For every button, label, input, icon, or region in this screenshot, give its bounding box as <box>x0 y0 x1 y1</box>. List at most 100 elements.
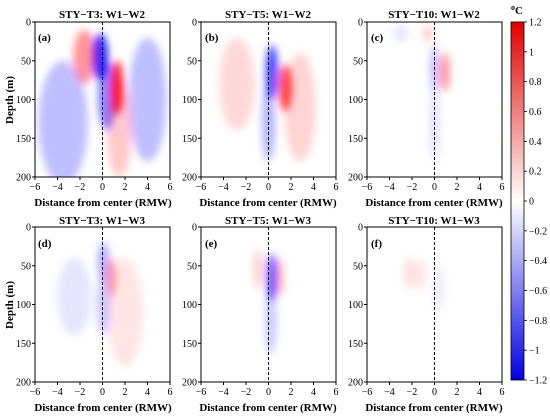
colorbar-tick-label-10: −0.8 <box>529 316 547 327</box>
anomaly-e-1 <box>275 258 285 297</box>
anomaly-c-4 <box>394 25 408 42</box>
xlabel-e: Distance from center (RMW) <box>199 402 337 414</box>
y-tick-label-b-2: 100 <box>182 95 197 106</box>
y-tick-label-d-3: 150 <box>16 339 31 350</box>
x-tick-label-a-1: −4 <box>52 182 63 193</box>
colorbar-tick-label-5: 0.2 <box>529 167 542 178</box>
y-tick-label-d-0: 0 <box>26 223 31 234</box>
x-tick-label-b-1: −4 <box>218 182 229 193</box>
anomaly-field-d <box>57 242 143 367</box>
panel-c: STY−T10: W1−W2 −6 −4 −2 0 2 4 6 0 50 100 150 200 (c… <box>348 9 505 193</box>
colorbar-unit-base: C <box>515 5 523 17</box>
x-tick-label-c-6: 6 <box>500 182 505 193</box>
y-tick-label-a-0: 0 <box>26 18 31 29</box>
x-tick-label-c-2: −2 <box>407 182 418 193</box>
colorbar-tick-label-3: 0.6 <box>529 107 542 118</box>
panel-title-d: STY−T3: W1−W3 <box>59 215 145 227</box>
x-tick-label-d-4: 2 <box>123 387 128 398</box>
x-tick-label-e-5: 4 <box>311 387 316 398</box>
anomaly-b-4 <box>219 37 255 131</box>
xlabel-a: Distance from center (RMW) <box>34 197 172 209</box>
xlabel-f: Distance from center (RMW) <box>365 402 503 414</box>
y-tick-label-a-2: 100 <box>16 95 31 106</box>
x-tick-label-a-5: 4 <box>145 182 150 193</box>
x-tick-label-a-4: 2 <box>123 182 128 193</box>
y-tick-label-c-2: 100 <box>348 95 363 106</box>
y-tick-label-d-2: 100 <box>16 300 31 311</box>
y-tick-label-d-1: 50 <box>21 261 31 272</box>
panel-label-d: (d) <box>38 238 52 250</box>
anomaly-field-e <box>252 250 285 355</box>
anomaly-f-0 <box>404 258 416 289</box>
anomaly-a-4 <box>107 84 132 177</box>
colorbar-unit-sup: o <box>511 3 515 12</box>
y-tick-label-e-1: 50 <box>187 261 197 272</box>
ylabel-top: Depth (m) <box>4 76 16 124</box>
colorbar-tick-label-9: −0.6 <box>529 286 547 297</box>
colorbar-tick-label-11: −1 <box>529 346 540 357</box>
x-tick-label-e-2: −2 <box>241 387 252 398</box>
x-tick-label-e-4: 2 <box>289 387 294 398</box>
x-tick-label-a-2: −2 <box>75 182 86 193</box>
x-tick-label-f-6: 6 <box>500 387 505 398</box>
panel-label-e: (e) <box>205 238 218 250</box>
panel-title-a: STY−T3: W1−W2 <box>59 9 145 21</box>
y-tick-label-d-4: 200 <box>16 378 31 389</box>
y-tick-label-c-1: 50 <box>353 56 363 67</box>
x-tick-label-c-0: −6 <box>362 182 373 193</box>
y-tick-label-b-0: 0 <box>192 18 197 29</box>
x-tick-label-d-2: −2 <box>75 387 86 398</box>
panel-label-c: (c) <box>371 32 384 44</box>
panel-d: STY−T3: W1−W3 −6 −4 −2 0 2 4 6 0 50 100 150 200 (d) <box>16 215 173 398</box>
anomaly-d-4 <box>57 258 92 336</box>
panel-b: STY−T5: W1−W2 −6 −4 −2 0 2 4 6 0 50 100 150 200 (b) <box>182 9 339 193</box>
xlabel-b: Distance from center (RMW) <box>199 197 337 209</box>
panel-label-b: (b) <box>205 32 219 44</box>
y-tick-label-c-0: 0 <box>358 18 363 29</box>
y-tick-label-c-4: 200 <box>348 173 363 184</box>
colorbar-tick-label-4: 0.4 <box>529 137 542 148</box>
anomaly-a-2 <box>73 29 96 84</box>
x-tick-label-c-3: 0 <box>432 182 437 193</box>
y-tick-label-a-1: 50 <box>21 56 31 67</box>
panel-e: STY−T5: W1−W3 −6 −4 −2 0 2 4 6 0 50 100 150 200 (e) <box>182 215 339 398</box>
y-tick-label-f-0: 0 <box>358 223 363 234</box>
ylabel-bottom: Depth (m) <box>4 281 16 329</box>
y-tick-label-b-4: 200 <box>182 173 197 184</box>
x-tick-label-e-1: −4 <box>218 387 229 398</box>
colorbar-tick-label-8: −0.4 <box>529 256 547 267</box>
anomaly-c-3 <box>423 25 433 42</box>
x-tick-label-b-0: −6 <box>196 182 207 193</box>
heatmap-a: −6 −4 −2 0 2 4 6 0 50 100 150 200 <box>16 18 173 194</box>
x-tick-label-d-3: 0 <box>100 387 105 398</box>
panel-label-f: (f) <box>371 238 382 250</box>
y-tick-label-f-1: 50 <box>353 261 363 272</box>
x-tick-label-b-5: 4 <box>311 182 316 193</box>
y-tick-label-f-3: 150 <box>348 339 363 350</box>
anomaly-a-5 <box>38 60 88 177</box>
y-tick-label-e-2: 100 <box>182 300 197 311</box>
x-tick-label-d-5: 4 <box>145 387 150 398</box>
anomaly-f-2 <box>433 265 445 313</box>
x-tick-label-d-0: −6 <box>30 387 41 398</box>
x-tick-label-e-0: −6 <box>196 387 207 398</box>
xlabel-c: Distance from center (RMW) <box>365 197 503 209</box>
colorbar: oC 1.2 1 0.8 0.6 0.4 0.2 0 −0.2 −0.4 −0.6 −0.8 −1 −1… <box>510 3 547 387</box>
anomaly-blobs-e <box>252 250 285 355</box>
x-tick-label-b-4: 2 <box>289 182 294 193</box>
x-tick-label-b-2: −2 <box>241 182 252 193</box>
x-tick-label-a-6: 6 <box>168 182 173 193</box>
anomaly-blobs-f <box>404 258 445 313</box>
heatmap-c: −6 −4 −2 0 2 4 6 0 50 100 150 200 <box>348 18 505 194</box>
anomaly-field-b <box>219 37 316 162</box>
colorbar-unit: oC <box>511 3 523 17</box>
x-tick-label-f-5: 4 <box>477 387 482 398</box>
y-tick-label-e-3: 150 <box>182 339 197 350</box>
colorbar-tick-label-6: 0 <box>529 197 534 208</box>
x-tick-label-b-6: 6 <box>334 182 339 193</box>
y-tick-label-f-4: 200 <box>348 378 363 389</box>
x-tick-label-c-5: 4 <box>477 182 482 193</box>
x-tick-label-c-1: −4 <box>384 182 395 193</box>
panel-f: STY−T10: W1−W3 −6 −4 −2 0 2 4 6 0 50 100 150 200 (f… <box>348 215 505 398</box>
